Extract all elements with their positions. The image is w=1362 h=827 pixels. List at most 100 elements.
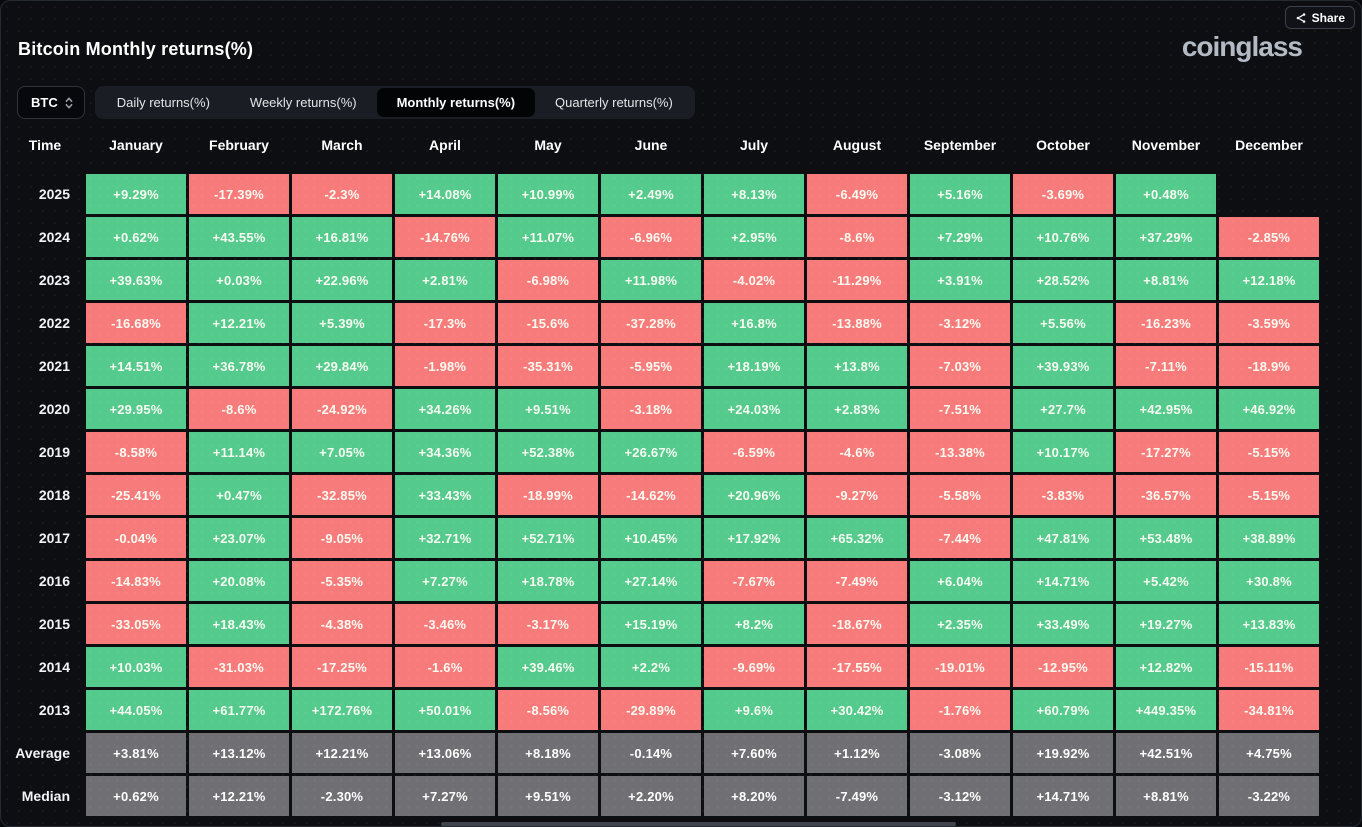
return-cell-2016-february: +20.08% [189, 561, 289, 601]
return-cell-2024-july: +2.95% [704, 217, 804, 257]
return-cell-2021-january: +14.51% [86, 346, 186, 386]
coinglass-logo: coinglass [1181, 31, 1303, 62]
return-cell-2015-may: -3.17% [498, 604, 598, 644]
column-header-april: April [429, 137, 461, 153]
return-cell-2022-july: +16.8% [704, 303, 804, 343]
return-cell-2016-january: -14.83% [86, 561, 186, 601]
return-cell-2017-october: +47.81% [1013, 518, 1113, 558]
return-cell-2018-august: -9.27% [807, 475, 907, 515]
return-cell-2022-august: -13.88% [807, 303, 907, 343]
return-cell-2016-may: +18.78% [498, 561, 598, 601]
row-label-2013: 2013 [38, 702, 70, 718]
row-label-2021: 2021 [38, 358, 70, 374]
return-cell-2016-september: +6.04% [910, 561, 1010, 601]
chevron-up-down-icon [64, 96, 74, 110]
return-cell-2016-november: +5.42% [1116, 561, 1216, 601]
return-cell-2020-june: -3.18% [601, 389, 701, 429]
return-cell-2016-april: +7.27% [395, 561, 495, 601]
return-cell-2019-july: -6.59% [704, 432, 804, 472]
return-cell-2020-november: +42.95% [1116, 389, 1216, 429]
share-button[interactable]: Share [1284, 6, 1355, 29]
return-cell-2023-june: +11.98% [601, 260, 701, 300]
return-cell-2017-september: -7.44% [910, 518, 1010, 558]
horizontal-scrollbar-thumb[interactable] [441, 822, 956, 826]
symbol-select-value: BTC [31, 95, 58, 110]
return-cell-2017-july: +17.92% [704, 518, 804, 558]
return-cell-2018-march: -32.85% [292, 475, 392, 515]
return-cell-2022-april: -17.3% [395, 303, 495, 343]
tab-quarterly-returns[interactable]: Quarterly returns(%) [555, 95, 673, 110]
return-cell-2021-february: +36.78% [189, 346, 289, 386]
return-cell-median-october: +14.71% [1013, 776, 1113, 816]
tab-weekly-returns[interactable]: Weekly returns(%) [249, 95, 357, 110]
row-label-2025: 2025 [38, 186, 70, 202]
return-cell-2013-february: +61.77% [189, 690, 289, 730]
return-cell-2015-august: -18.67% [807, 604, 907, 644]
return-cell-average-october: +19.92% [1013, 733, 1113, 773]
return-cell-median-july: +8.20% [704, 776, 804, 816]
returns-tab-bar: Daily returns(%) Weekly returns(%) Monthly… [94, 86, 695, 119]
return-cell-2019-january: -8.58% [86, 432, 186, 472]
return-cell-2014-august: -17.55% [807, 647, 907, 687]
column-header-july: July [739, 137, 768, 153]
column-header-june: June [634, 137, 668, 153]
return-cell-2016-july: -7.67% [704, 561, 804, 601]
return-cell-median-april: +7.27% [395, 776, 495, 816]
return-cell-2020-january: +29.95% [86, 389, 186, 429]
return-cell-2023-december: +12.18% [1219, 260, 1319, 300]
return-cell-2020-february: -8.6% [189, 389, 289, 429]
tab-monthly-returns[interactable]: Monthly returns(%) [376, 88, 536, 117]
return-cell-2020-september: -7.51% [910, 389, 1010, 429]
return-cell-2025-august: -6.49% [807, 174, 907, 214]
return-cell-2019-september: -13.38% [910, 432, 1010, 472]
monthly-returns-table: Time January February March April May June July… [7, 131, 1319, 816]
return-cell-2021-september: -7.03% [910, 346, 1010, 386]
return-cell-2021-june: -5.95% [601, 346, 701, 386]
return-cell-2021-august: +13.8% [807, 346, 907, 386]
return-cell-2025-july: +8.13% [704, 174, 804, 214]
return-cell-2015-february: +18.43% [189, 604, 289, 644]
return-cell-2021-july: +18.19% [704, 346, 804, 386]
return-cell-2014-october: -12.95% [1013, 647, 1113, 687]
return-cell-2016-march: -5.35% [292, 561, 392, 601]
return-cell-2020-april: +34.26% [395, 389, 495, 429]
return-cell-2014-september: -19.01% [910, 647, 1010, 687]
tab-daily-returns[interactable]: Daily returns(%) [116, 95, 210, 110]
return-cell-2013-june: -29.89% [601, 690, 701, 730]
return-cell-2021-november: -7.11% [1116, 346, 1216, 386]
return-cell-2015-november: +19.27% [1116, 604, 1216, 644]
return-cell-2021-may: -35.31% [498, 346, 598, 386]
column-header-december: December [1235, 137, 1303, 153]
return-cell-2021-march: +29.84% [292, 346, 392, 386]
return-cell-2017-february: +23.07% [189, 518, 289, 558]
return-cell-2025-september: +5.16% [910, 174, 1010, 214]
controls-row: BTC Daily returns(%) Weekly returns(%) Mon… [17, 86, 695, 119]
return-cell-2019-april: +34.36% [395, 432, 495, 472]
return-cell-average-february: +13.12% [189, 733, 289, 773]
row-label-2019: 2019 [38, 444, 70, 460]
return-cell-2019-october: +10.17% [1013, 432, 1113, 472]
return-cell-2017-april: +32.71% [395, 518, 495, 558]
column-header-october: October [1036, 137, 1090, 153]
return-cell-average-december: +4.75% [1219, 733, 1319, 773]
return-cell-2014-april: -1.6% [395, 647, 495, 687]
return-cell-median-november: +8.81% [1116, 776, 1216, 816]
return-cell-median-may: +9.51% [498, 776, 598, 816]
return-cell-2018-october: -3.83% [1013, 475, 1113, 515]
return-cell-2025-april: +14.08% [395, 174, 495, 214]
column-header-march: March [321, 137, 363, 153]
return-cell-median-december: -3.22% [1219, 776, 1319, 816]
return-cell-2014-may: +39.46% [498, 647, 598, 687]
return-cell-median-march: -2.30% [292, 776, 392, 816]
return-cell-2021-october: +39.93% [1013, 346, 1113, 386]
return-cell-2022-september: -3.12% [910, 303, 1010, 343]
row-label-2024: 2024 [38, 229, 70, 245]
return-cell-2017-august: +65.32% [807, 518, 907, 558]
symbol-select[interactable]: BTC [17, 86, 85, 119]
page-title: Bitcoin Monthly returns(%) [18, 39, 254, 59]
return-cell-2019-november: -17.27% [1116, 432, 1216, 472]
return-cell-2023-march: +22.96% [292, 260, 392, 300]
return-cell-2013-august: +30.42% [807, 690, 907, 730]
return-cell-average-september: -3.08% [910, 733, 1010, 773]
return-cell-2017-january: -0.04% [86, 518, 186, 558]
